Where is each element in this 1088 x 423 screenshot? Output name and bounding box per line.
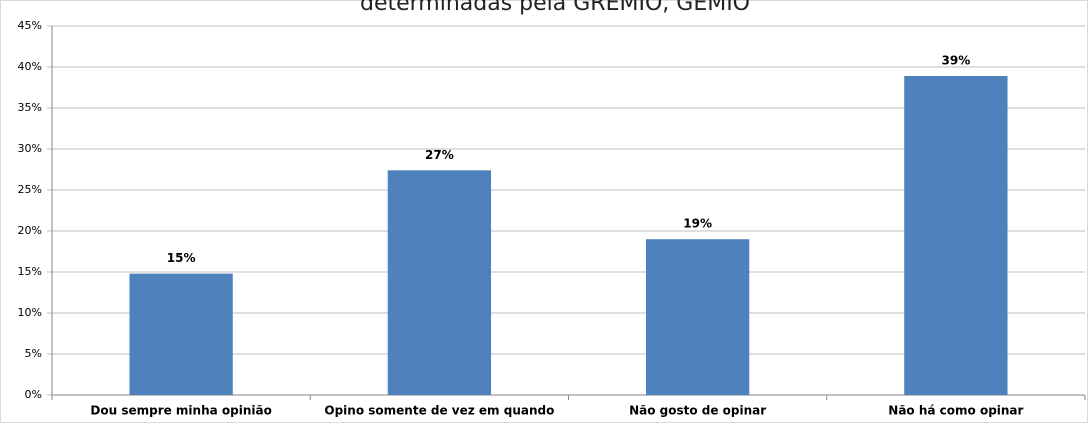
data-label: 27% [425, 148, 454, 162]
x-tick-label: Não há como opinar [888, 404, 1023, 418]
y-tick-label: 30% [18, 142, 42, 155]
chart-title: determinadas pela GREMIO, GEMIO [360, 0, 750, 16]
y-tick-label: 25% [18, 183, 42, 196]
bar [129, 273, 233, 395]
bar [645, 239, 750, 395]
x-tick-label: Dou sempre minha opinião [90, 404, 271, 418]
y-tick-label: 15% [18, 265, 42, 278]
y-tick-label: 10% [18, 306, 42, 319]
data-label: 39% [942, 54, 971, 68]
y-tick-label: 35% [18, 101, 42, 114]
y-tick-label: 0% [25, 388, 42, 401]
x-tick-label: Opino somente de vez em quando [324, 404, 554, 418]
data-label: 19% [683, 217, 712, 231]
y-tick-label: 5% [25, 347, 42, 360]
data-label: 15% [167, 251, 196, 265]
y-tick-label: 20% [18, 224, 42, 237]
bar [904, 76, 1008, 396]
x-tick-label: Não gosto de opinar [629, 404, 766, 418]
bar [387, 170, 492, 395]
y-tick-label: 45% [18, 19, 42, 32]
y-tick-label: 40% [18, 60, 42, 73]
